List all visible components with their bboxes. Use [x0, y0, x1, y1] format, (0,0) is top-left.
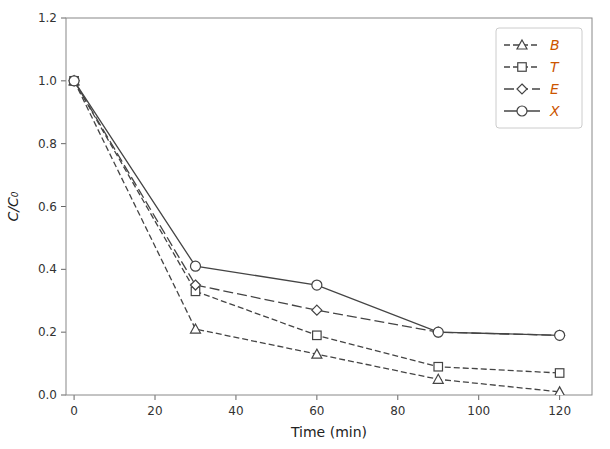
y-tick-label: 0.6 — [38, 200, 57, 214]
series-line — [74, 81, 560, 335]
x-tick-label: 0 — [70, 404, 78, 418]
y-tick-label: 1.2 — [38, 11, 57, 25]
x-tick — [316, 395, 317, 400]
legend-label: T — [550, 59, 560, 75]
series — [69, 76, 565, 340]
legend-label: B — [550, 37, 560, 53]
x-tick — [155, 395, 156, 400]
legend-marker — [517, 84, 527, 94]
data-point — [555, 387, 565, 395]
series — [70, 77, 564, 378]
series — [69, 76, 565, 340]
data-point — [434, 362, 443, 371]
data-point — [69, 76, 79, 86]
axes: 0 20 40 60 80 100 120 0.0 0.2 0.4 0.6 0.8 1.0 1.2 — [38, 11, 592, 418]
x-tick-label: 40 — [228, 404, 243, 418]
data-point — [190, 324, 200, 333]
legend-marker — [518, 63, 527, 72]
data-point — [312, 305, 322, 315]
data-point — [555, 369, 564, 378]
x-tick — [397, 395, 398, 400]
x-tick-label: 120 — [548, 404, 571, 418]
y-tick — [61, 332, 66, 333]
y-tick — [61, 80, 66, 81]
data-point — [433, 327, 443, 337]
y-axis-label: C/C₀ — [5, 191, 21, 221]
y-tick — [61, 395, 66, 396]
x-tick — [559, 395, 560, 400]
x-axis-label: Time (min) — [290, 424, 367, 440]
data-point — [312, 280, 322, 290]
chart: 0 20 40 60 80 100 120 0.0 0.2 0.4 0.6 0.8 1.0 1.2 Time… — [0, 0, 610, 449]
x-tick-label: 60 — [309, 404, 324, 418]
data-point — [69, 76, 79, 86]
x-tick-label: 80 — [390, 404, 405, 418]
y-tick-label: 0.0 — [38, 388, 57, 402]
legend-label: E — [550, 81, 559, 97]
plot-frame — [66, 18, 592, 395]
legend-marker — [517, 40, 527, 49]
y-tick — [61, 18, 66, 19]
data-point — [190, 280, 200, 290]
y-tick-label: 0.8 — [38, 137, 57, 151]
y-tick-label: 0.4 — [38, 262, 57, 276]
data-point — [190, 261, 200, 271]
plot-area — [69, 76, 565, 395]
y-tick-label: 0.2 — [38, 325, 57, 339]
series-line — [74, 81, 560, 335]
series-line — [74, 81, 560, 392]
data-point — [313, 331, 322, 340]
x-tick-label: 20 — [147, 404, 162, 418]
legend-marker — [517, 106, 527, 116]
legend-box — [496, 28, 582, 128]
data-point — [555, 330, 565, 340]
y-tick-label: 1.0 — [38, 74, 57, 88]
data-point — [69, 76, 79, 85]
data-point — [433, 374, 443, 383]
data-point — [433, 327, 443, 337]
x-tick-label: 100 — [467, 404, 490, 418]
legend: BTEX — [496, 28, 582, 128]
x-tick — [235, 395, 236, 400]
data-point — [312, 349, 322, 358]
legend-label: X — [549, 103, 560, 119]
series — [69, 76, 565, 395]
series-line — [74, 81, 560, 373]
x-tick — [74, 395, 75, 400]
y-tick — [61, 269, 66, 270]
data-point — [555, 330, 565, 340]
y-tick — [61, 206, 66, 207]
data-point — [70, 77, 79, 86]
y-tick — [61, 143, 66, 144]
x-tick — [478, 395, 479, 400]
